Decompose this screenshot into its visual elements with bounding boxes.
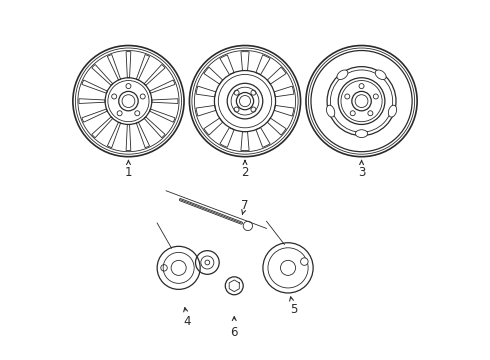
Text: 4: 4 bbox=[184, 315, 192, 328]
Circle shape bbox=[300, 258, 308, 265]
Text: 1: 1 bbox=[124, 166, 132, 179]
Text: 5: 5 bbox=[290, 303, 297, 316]
Text: 3: 3 bbox=[358, 166, 365, 179]
Text: 7: 7 bbox=[241, 199, 249, 212]
Text: 6: 6 bbox=[230, 326, 238, 339]
Text: 2: 2 bbox=[241, 166, 249, 179]
Ellipse shape bbox=[355, 130, 368, 138]
Ellipse shape bbox=[337, 70, 348, 80]
Ellipse shape bbox=[375, 70, 386, 80]
Ellipse shape bbox=[326, 105, 335, 117]
Ellipse shape bbox=[389, 105, 396, 117]
Circle shape bbox=[243, 221, 252, 230]
